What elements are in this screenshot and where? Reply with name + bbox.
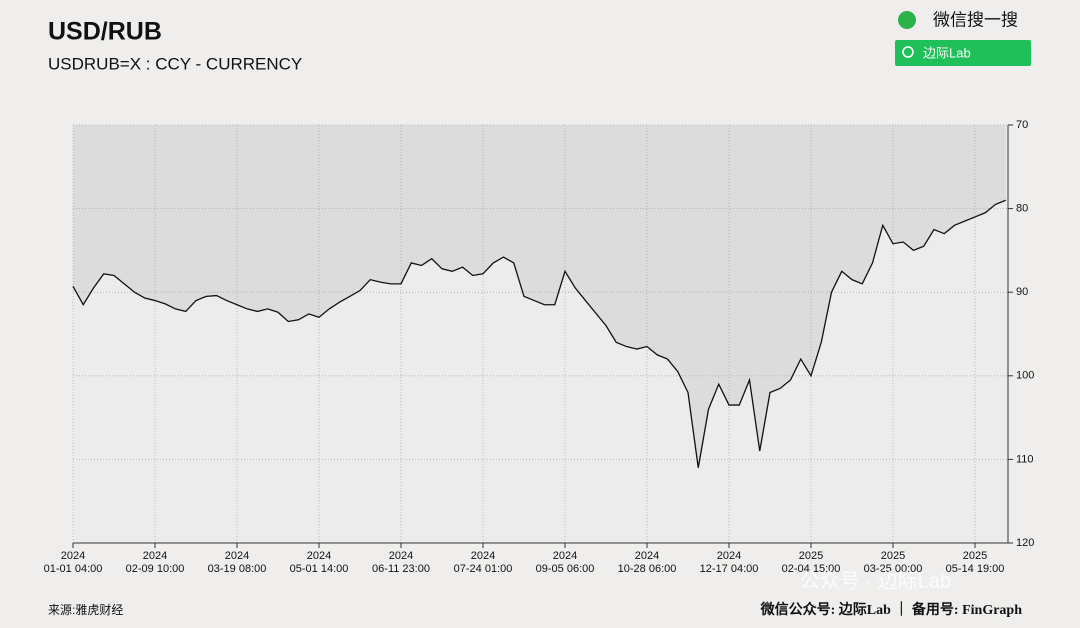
x-tick-label: 2025 02-04 15:00 — [782, 550, 841, 575]
line — [72, 199, 1006, 468]
watermark: 公众号 · 边际Lab — [800, 569, 951, 592]
y-tick-label: 110 — [1016, 453, 1034, 465]
x-tick-label: 2024 05-01 14:00 — [290, 550, 349, 575]
search-label: 微信搜一搜 — [933, 10, 1018, 29]
chart-title: USD/RUB — [48, 18, 162, 46]
x-tick-label: 2025 03-25 00:00 — [864, 550, 923, 575]
x-tick-label: 2024 12-17 04:00 — [700, 550, 759, 575]
x-tick-label: 2024 02-09 10:00 — [126, 550, 185, 575]
wechat-icon — [898, 11, 916, 29]
x-tick-label: 2024 06-11 23:00 — [372, 550, 430, 575]
search-button[interactable] — [895, 40, 1031, 66]
x-tick-label: 2024 10-28 06:00 — [618, 550, 677, 575]
y-tick-label: 90 — [1016, 286, 1028, 298]
source: 来源:雅虎财经 — [48, 602, 123, 617]
x-tick-label: 2024 07-24 01:00 — [454, 550, 513, 575]
area — [73, 125, 1006, 468]
x-tick-label: 2024 09-05 06:00 — [536, 550, 595, 575]
chart-subtitle: USDRUB=X : CCY - CURRENCY — [48, 54, 302, 73]
search-button-label[interactable]: 边际Lab — [923, 45, 971, 60]
y-tick-label: 120 — [1016, 537, 1034, 549]
x-tick-label: 2025 05-14 19:00 — [946, 550, 1005, 575]
y-tick-label: 70 — [1016, 119, 1028, 131]
credit: 微信公众号: 边际Lab ｜ 备用号: FinGraph — [760, 601, 1023, 618]
x-tick-label: 2024 03-19 08:00 — [208, 550, 267, 575]
y-tick-label: 80 — [1016, 203, 1028, 215]
plot: 70 80 90 100 110 120 2024 01-01 04:00 2024 02-09 … — [44, 119, 1035, 575]
search-icon — [902, 46, 914, 58]
y-tick-label: 100 — [1016, 370, 1034, 382]
x-tick-label: 2024 01-01 04:00 — [44, 550, 103, 575]
